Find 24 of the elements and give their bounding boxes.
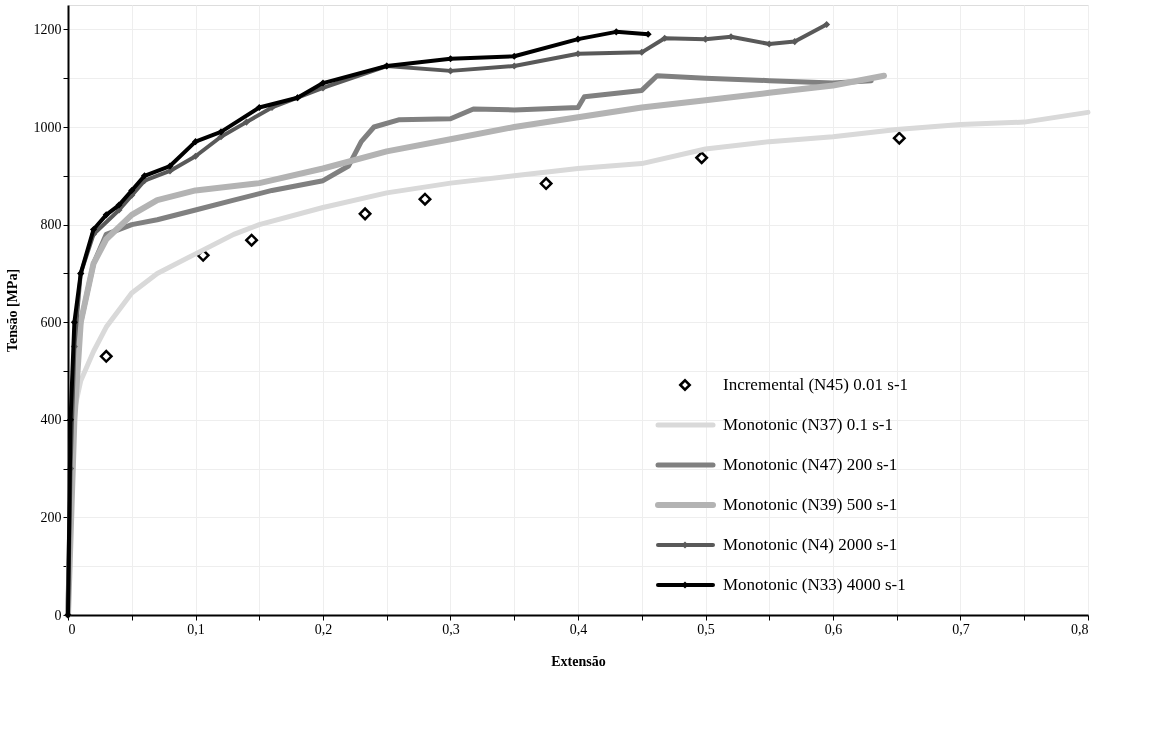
x-axis-title: Extensão (551, 653, 606, 669)
x-tick-label: 0,1 (187, 621, 205, 637)
x-tick-label: 0,5 (697, 621, 715, 637)
y-tick-label: 1200 (33, 21, 62, 37)
y-axis-title: Tensão [MPa] (4, 268, 20, 353)
y-tick-label: 0 (54, 607, 62, 623)
y-tick-label: 600 (40, 314, 62, 330)
x-tick-label: 0,3 (442, 621, 460, 637)
y-tick-label: 200 (40, 509, 62, 525)
y-tick-label: 400 (40, 412, 62, 428)
legend-label: Monotonic (N4) 2000 s-1 (723, 535, 898, 554)
x-tick-label: 0,4 (569, 621, 588, 637)
legend-label: Incremental (N45) 0.01 s-1 (723, 375, 909, 394)
legend-label: Monotonic (N47) 200 s-1 (723, 455, 898, 474)
legend-label: Monotonic (N33) 4000 s-1 (723, 575, 906, 594)
y-tick-label: 800 (40, 217, 62, 233)
x-tick-label: 0,6 (824, 621, 843, 637)
legend-label: Monotonic (N37) 0.1 s-1 (723, 415, 893, 434)
legend-label: Monotonic (N39) 500 s-1 (723, 495, 898, 514)
x-tick-label: 0 (68, 621, 76, 637)
y-tick-label: 1000 (33, 119, 62, 135)
x-tick-label: 0,8 (1071, 621, 1089, 637)
x-tick-label: 0,2 (314, 621, 333, 637)
x-tick-label: 0,7 (952, 621, 970, 637)
